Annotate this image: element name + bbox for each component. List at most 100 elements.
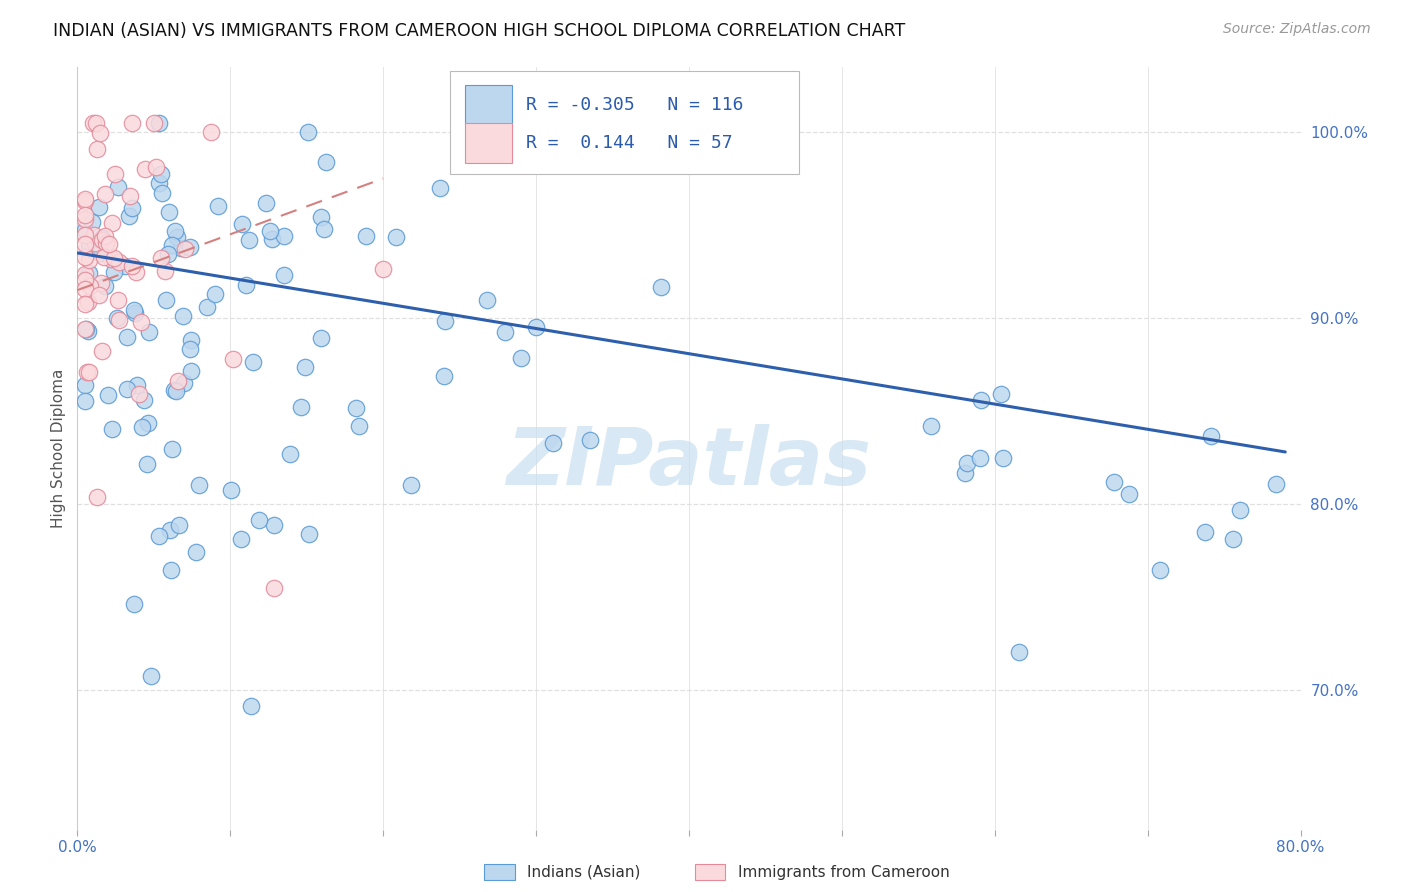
Point [129,315,152,329]
Point [433,368,456,383]
Point [73,393,96,408]
Point [155,293,177,308]
Point [97,236,120,251]
Point [73,268,96,282]
Point [136,457,159,471]
Point [172,309,194,323]
Point [138,326,160,340]
Point [90,276,112,290]
Text: INDIAN (ASIAN) VS IMMIGRANTS FROM CAMEROON HIGH SCHOOL DIPLOMA CORRELATION CHART: INDIAN (ASIAN) VS IMMIGRANTS FROM CAMERO… [53,22,905,40]
Point [75,273,97,287]
Point [136,416,159,430]
Point [160,442,183,457]
Point [399,478,422,492]
Point [132,393,155,408]
Point [94,229,117,244]
Point [235,277,257,292]
Point [524,319,547,334]
Point [89,246,111,260]
Point [107,293,129,307]
Point [79,279,101,293]
Point [73,194,96,209]
Point [73,378,96,392]
Point [354,228,377,243]
Point [73,193,96,207]
Point [148,116,170,130]
Point [125,265,148,279]
Point [180,333,202,347]
Point [121,259,143,273]
Point [73,282,96,296]
Point [96,235,118,250]
Point [163,383,186,397]
Point [263,517,285,532]
Point [73,223,96,237]
Point [1199,429,1222,443]
Point [1149,564,1171,578]
Point [173,242,195,256]
Point [127,378,149,392]
Point [73,227,96,242]
Point [312,222,335,236]
Text: Source: ZipAtlas.com: Source: ZipAtlas.com [1223,22,1371,37]
Point [73,250,96,264]
Point [242,354,264,368]
Point [263,581,285,595]
Point [97,388,120,402]
Point [240,698,263,713]
Point [94,278,117,293]
Point [77,295,100,310]
Point [87,288,110,302]
Text: Immigrants from Cameroon: Immigrants from Cameroon [738,865,950,880]
Point [103,252,125,266]
Point [107,255,129,269]
Point [89,126,111,140]
Point [273,229,295,244]
Point [991,451,1014,466]
Point [73,322,96,336]
Point [180,364,202,378]
Point [79,266,101,280]
Point [76,325,98,339]
Point [118,189,141,203]
Point [157,247,180,261]
Point [173,376,195,390]
Point [344,401,367,416]
Point [221,352,243,367]
Point [347,418,370,433]
Text: R = -0.305   N = 116: R = -0.305 N = 116 [526,96,744,114]
Point [475,293,498,307]
Point [145,161,167,175]
Point [162,238,184,252]
Text: Indians (Asian): Indians (Asian) [527,865,641,880]
Point [204,286,226,301]
Point [77,365,100,379]
Point [969,450,991,465]
FancyBboxPatch shape [465,123,512,163]
Point [429,180,451,194]
Point [165,224,187,238]
Point [195,301,218,315]
Point [134,161,156,176]
Point [107,179,129,194]
Point [1229,503,1251,517]
Point [86,116,108,130]
Point [75,321,97,335]
Point [273,268,295,282]
Point [93,250,115,264]
Point [184,544,207,558]
Point [298,526,321,541]
Point [371,262,394,277]
Point [121,116,143,130]
Point [107,313,129,327]
Point [73,208,96,222]
Point [229,532,252,546]
Point [433,314,456,328]
Point [90,231,112,245]
Point [160,563,183,577]
Point [1222,533,1244,547]
Point [82,214,104,228]
Point [259,224,281,238]
Point [150,251,173,265]
Point [309,330,332,344]
